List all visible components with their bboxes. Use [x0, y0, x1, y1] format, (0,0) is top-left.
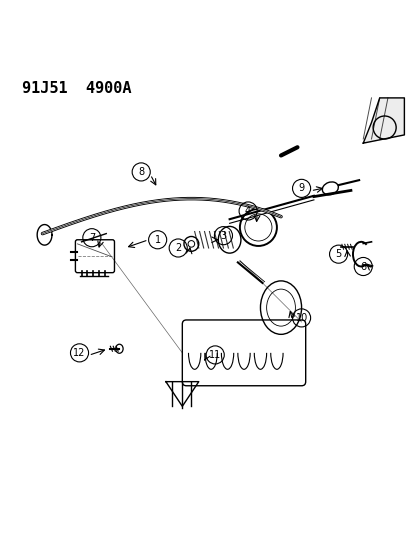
Text: 11: 11: [209, 350, 221, 360]
Text: 7: 7: [88, 233, 95, 243]
Text: 3: 3: [220, 231, 226, 241]
Text: 9: 9: [298, 183, 304, 193]
Text: 4: 4: [244, 206, 251, 216]
Text: 1: 1: [154, 235, 160, 245]
Text: 12: 12: [73, 348, 85, 358]
Text: 10: 10: [295, 313, 307, 323]
Polygon shape: [362, 98, 404, 143]
Text: 6: 6: [359, 262, 366, 271]
Text: 91J51  4900A: 91J51 4900A: [22, 82, 131, 96]
Text: 5: 5: [335, 249, 341, 259]
Text: 8: 8: [138, 167, 144, 177]
Text: 2: 2: [175, 243, 181, 253]
